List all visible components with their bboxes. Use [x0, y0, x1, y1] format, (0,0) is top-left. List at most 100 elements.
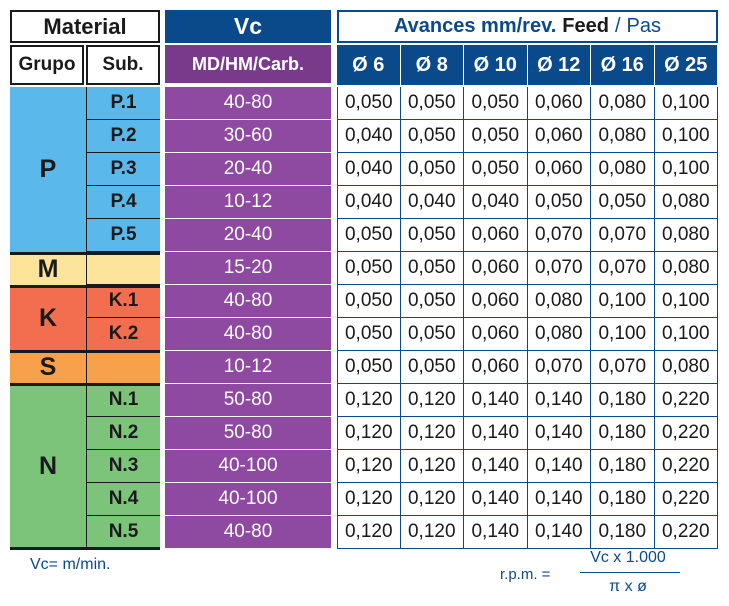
sub-cell: N.2 [86, 417, 160, 450]
feed-cell: 0,040 [400, 186, 464, 219]
sub-header: Sub. [86, 45, 160, 85]
diameter-header: Ø 12 [527, 45, 590, 85]
sub-cell: K.1 [86, 285, 160, 318]
feed-cell: 0,180 [591, 516, 655, 549]
feed-cell: 0,050 [337, 219, 401, 252]
feed-cell: 0,060 [464, 285, 528, 318]
feed-cell: 0,120 [400, 450, 464, 483]
feed-cell: 0,140 [527, 516, 591, 549]
sub-cell: P.3 [86, 153, 160, 186]
diameter-header: Ø 6 [337, 45, 400, 85]
group-divider [10, 252, 160, 255]
feed-cell: 0,140 [464, 384, 528, 417]
feed-cell: 0,080 [654, 252, 718, 285]
vc-cell: 10-12 [165, 186, 331, 219]
diameter-header: Ø 16 [591, 45, 654, 85]
group-s: S [10, 352, 86, 383]
feed-cell: 0,120 [337, 417, 401, 450]
group-divider [10, 285, 160, 288]
feed-cell: 0,050 [464, 153, 528, 186]
feed-cell: 0,140 [464, 417, 528, 450]
feed-cell: 0,050 [527, 186, 591, 219]
rpm-label: r.p.m. = [500, 566, 551, 583]
feed-title-feed: Feed [562, 15, 609, 37]
group-divider [10, 383, 160, 386]
feed-cell: 0,050 [464, 120, 528, 153]
vc-cell: 40-80 [165, 285, 331, 318]
vc-cell: 50-80 [165, 417, 331, 450]
feed-cell: 0,140 [527, 384, 591, 417]
feed-cell: 0,140 [464, 516, 528, 549]
sub-cell: P.2 [86, 120, 160, 153]
group-p: P [10, 87, 86, 252]
feed-cell: 0,120 [400, 516, 464, 549]
feed-cell: 0,080 [654, 351, 718, 384]
feed-cell: 0,050 [337, 351, 401, 384]
vc-cell: 40-80 [165, 516, 331, 549]
sub-cell [86, 351, 160, 384]
fraction-line [580, 572, 680, 573]
feed-cell: 0,070 [591, 252, 655, 285]
feed-cell: 0,140 [527, 417, 591, 450]
feed-cell: 0,080 [591, 87, 655, 120]
feed-cell: 0,100 [591, 285, 655, 318]
sub-cell [86, 252, 160, 285]
feed-cell: 0,220 [654, 384, 718, 417]
group-k: K [10, 287, 86, 350]
feed-cell: 0,040 [337, 153, 401, 186]
feed-cell: 0,050 [337, 252, 401, 285]
vc-cell: 40-80 [165, 87, 331, 120]
sub-cell: P.4 [86, 186, 160, 219]
feed-cell: 0,050 [400, 351, 464, 384]
sub-cell: P.5 [86, 219, 160, 252]
group-label: M [37, 255, 59, 283]
feed-cell: 0,070 [591, 351, 655, 384]
feed-title-avances: Avances mm/rev. [393, 15, 557, 37]
feed-cell: 0,140 [464, 483, 528, 516]
diameter-header: Ø 25 [654, 45, 717, 85]
vc-cell: 30-60 [165, 120, 331, 153]
feed-cell: 0,120 [337, 483, 401, 516]
feed-cell: 0,050 [400, 285, 464, 318]
group-n: N [10, 385, 86, 547]
group-label: K [38, 304, 58, 332]
feed-cell: 0,060 [464, 252, 528, 285]
vc-cell: 40-100 [165, 483, 331, 516]
feed-cell: 0,050 [400, 252, 464, 285]
vc-cell: 20-40 [165, 219, 331, 252]
feed-cell: 0,060 [527, 153, 591, 186]
feed-cell: 0,140 [464, 450, 528, 483]
feed-cell: 0,080 [654, 219, 718, 252]
sub-cell: N.5 [86, 516, 160, 549]
feed-cell: 0,120 [400, 384, 464, 417]
grupo-header: Grupo [10, 45, 84, 85]
feed-cell: 0,120 [400, 483, 464, 516]
feed-cell: 0,180 [591, 483, 655, 516]
diameter-header: Ø 10 [464, 45, 527, 85]
feed-cell: 0,080 [591, 120, 655, 153]
feed-cell: 0,050 [337, 285, 401, 318]
feed-title-pas: Pas [626, 15, 662, 37]
feed-cell: 0,040 [464, 186, 528, 219]
feed-cell: 0,080 [654, 186, 718, 219]
feed-cell: 0,050 [337, 87, 401, 120]
group-divider [10, 350, 160, 353]
feed-cell: 0,070 [527, 351, 591, 384]
feed-cell: 0,060 [464, 219, 528, 252]
vc-subheader: MD/HM/Carb. [165, 45, 331, 85]
feed-cell: 0,070 [527, 252, 591, 285]
sub-cell: K.2 [86, 318, 160, 351]
sub-cell: N.3 [86, 450, 160, 483]
vc-header: Vc [165, 10, 331, 43]
diameter-header: Ø 8 [400, 45, 463, 85]
feed-cell: 0,050 [400, 87, 464, 120]
feed-cell: 0,040 [337, 120, 401, 153]
feed-cell: 0,120 [337, 516, 401, 549]
feed-cell: 0,180 [591, 450, 655, 483]
feed-cell: 0,050 [464, 87, 528, 120]
rpm-numerator: Vc x 1.000 [590, 549, 666, 566]
feed-cell: 0,080 [527, 285, 591, 318]
sub-cell: N.4 [86, 483, 160, 516]
vc-unit-note: Vc= m/min. [30, 556, 111, 573]
feed-cell: 0,220 [654, 417, 718, 450]
